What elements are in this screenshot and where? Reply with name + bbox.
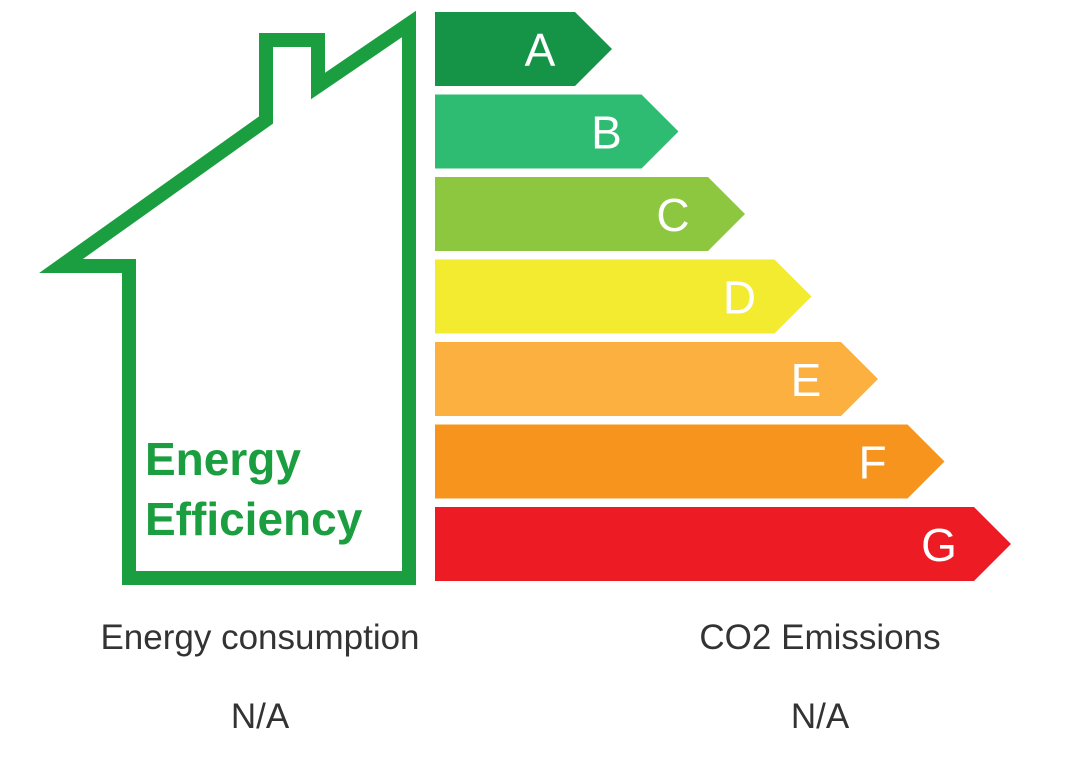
house-icon: Energy Efficiency [39,10,416,585]
rating-band-letter: A [525,24,556,76]
rating-band-letter: B [591,107,622,159]
rating-band-c: C [435,177,745,251]
rating-band-d: D [435,259,812,334]
house-title-line-2: Efficiency [145,493,363,545]
rating-band-arrow [435,507,1011,581]
rating-band-arrow [435,424,945,499]
rating-band-f: F [435,424,945,499]
rating-band-arrow [435,94,679,169]
rating-band-arrow [435,177,745,251]
rating-band-arrow [435,12,612,86]
rating-band-letter: F [858,437,886,489]
rating-band-g: G [435,507,1011,581]
house-title-line-1: Energy [145,433,301,485]
energy-consumption-value: N/A [230,697,290,736]
rating-band-letter: D [723,272,756,324]
co2-emissions-label: CO2 Emissions [699,618,941,657]
rating-band-letter: C [656,189,689,241]
rating-band-a: A [435,12,612,86]
co2-emissions-value: N/A [790,697,850,736]
energy-consumption-label: Energy consumption [100,618,420,657]
house-outline [39,10,416,585]
rating-band-letter: G [921,519,957,571]
rating-band-letter: E [791,354,822,406]
rating-band-arrow [435,259,812,334]
rating-band-e: E [435,342,878,416]
rating-band-b: B [435,94,679,169]
rating-band-arrow [435,342,878,416]
